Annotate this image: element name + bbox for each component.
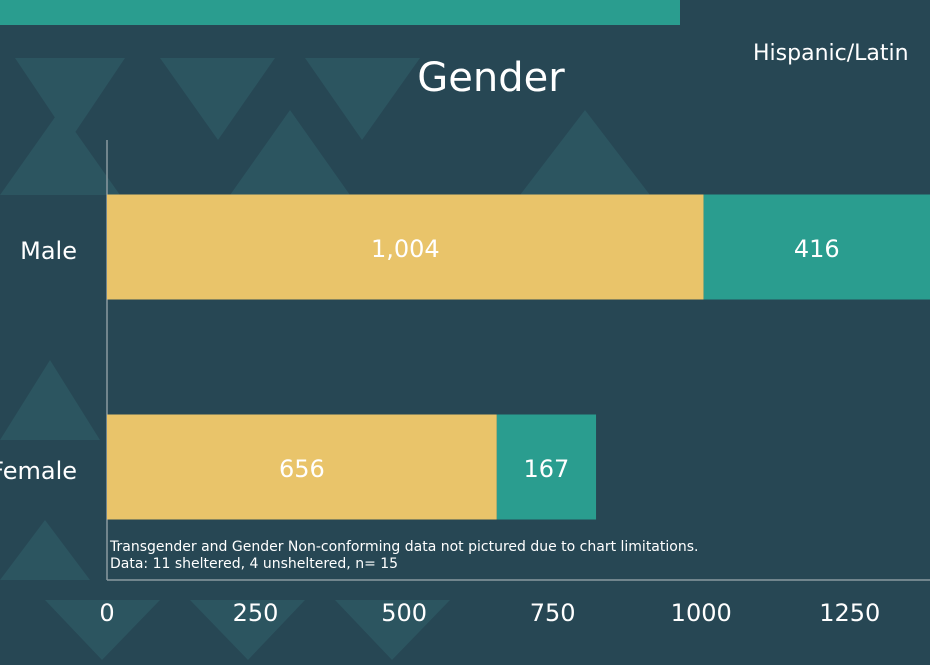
y-tick-label: Female (0, 457, 77, 485)
y-tick-label: Male (20, 237, 77, 265)
background-pattern (0, 58, 650, 660)
data-label: 656 (279, 455, 325, 483)
bar (703, 194, 930, 300)
legend-text: Hispanic/Latin (753, 41, 909, 66)
chart-title: Gender (417, 55, 565, 101)
partial-bar (0, 0, 680, 25)
annotation: Transgender and Gender Non-conforming da… (109, 539, 698, 555)
x-tick-label: 1000 (671, 599, 732, 627)
x-tick-label: 500 (381, 599, 427, 627)
x-tick-label: 250 (233, 599, 279, 627)
x-tick-label: 0 (99, 599, 114, 627)
data-label: 416 (794, 235, 840, 263)
bar (107, 194, 704, 300)
bar (496, 414, 597, 520)
bar (107, 414, 497, 520)
annotation: Data: 11 sheltered, 4 unsheltered, n= 15 (110, 556, 398, 572)
x-tick-label: 750 (530, 599, 576, 627)
x-tick-label: 1250 (819, 599, 880, 627)
data-label: 1,004 (371, 235, 440, 263)
data-label: 167 (524, 455, 570, 483)
